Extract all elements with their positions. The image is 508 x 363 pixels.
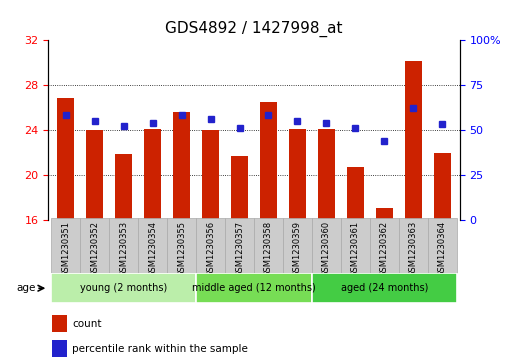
Text: count: count [72, 319, 102, 329]
Text: GSM1230359: GSM1230359 [293, 221, 302, 277]
Bar [312, 273, 457, 303]
Text: GSM1230356: GSM1230356 [206, 221, 215, 277]
Bar [254, 218, 283, 274]
Text: GSM1230353: GSM1230353 [119, 221, 128, 277]
Bar [370, 218, 399, 274]
Text: GSM1230362: GSM1230362 [380, 221, 389, 277]
Text: age: age [17, 283, 36, 293]
Bar [138, 218, 167, 274]
Bar [115, 155, 132, 220]
Text: GSM1230357: GSM1230357 [235, 221, 244, 277]
Text: aged (24 months): aged (24 months) [341, 283, 428, 293]
Bar [341, 218, 370, 274]
Bar [202, 130, 219, 220]
Text: GSM1230354: GSM1230354 [148, 221, 157, 277]
Text: GSM1230363: GSM1230363 [409, 221, 418, 277]
Bar [231, 156, 248, 220]
Bar [405, 61, 422, 220]
Bar [376, 208, 393, 220]
Bar [80, 218, 109, 274]
Text: GSM1230355: GSM1230355 [177, 221, 186, 277]
Bar [51, 218, 80, 274]
Bar [167, 218, 196, 274]
Bar [196, 218, 225, 274]
Bar [318, 129, 335, 220]
Bar [260, 102, 277, 220]
Bar [428, 218, 457, 274]
Text: GSM1230361: GSM1230361 [351, 221, 360, 277]
Bar [173, 112, 190, 220]
Text: GSM1230360: GSM1230360 [322, 221, 331, 277]
Bar [225, 218, 254, 274]
Bar [434, 153, 451, 220]
Bar [347, 167, 364, 220]
Text: young (2 months): young (2 months) [80, 283, 167, 293]
Text: GSM1230351: GSM1230351 [61, 221, 70, 277]
Text: GSM1230364: GSM1230364 [438, 221, 447, 277]
Bar [52, 315, 67, 332]
Bar [399, 218, 428, 274]
Text: GSM1230352: GSM1230352 [90, 221, 99, 277]
Title: GDS4892 / 1427998_at: GDS4892 / 1427998_at [165, 21, 343, 37]
Bar [52, 340, 67, 357]
Text: GSM1230358: GSM1230358 [264, 221, 273, 277]
Bar [57, 98, 74, 220]
Bar [283, 218, 312, 274]
Bar [312, 218, 341, 274]
Bar [51, 273, 196, 303]
Bar [289, 129, 306, 220]
Text: middle aged (12 months): middle aged (12 months) [192, 283, 316, 293]
Bar [144, 129, 161, 220]
Text: percentile rank within the sample: percentile rank within the sample [72, 344, 248, 354]
Bar [86, 130, 103, 220]
Bar [196, 273, 312, 303]
Bar [109, 218, 138, 274]
